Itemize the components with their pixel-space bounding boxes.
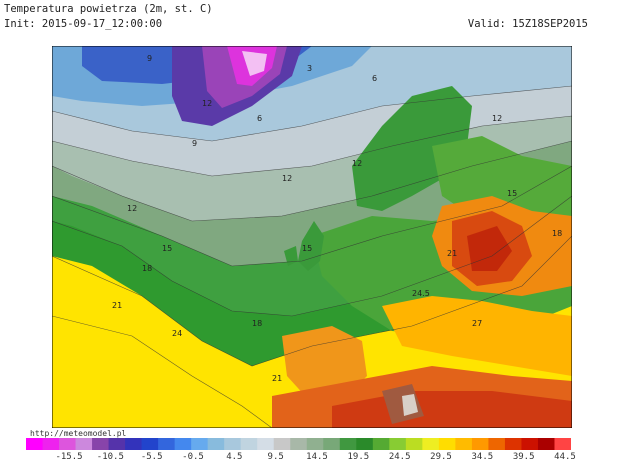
contour-label: 6 — [257, 114, 262, 123]
contour-label: 24 — [172, 329, 182, 338]
legend-swatch — [257, 438, 275, 450]
legend-swatch — [554, 438, 571, 450]
contour-label: 15 — [162, 244, 172, 253]
legend-swatch — [389, 438, 407, 450]
legend-swatch — [356, 438, 374, 450]
legend-swatch — [158, 438, 176, 450]
valid-time: Valid: 15Z18SEP2015 — [467, 18, 588, 30]
contour-label: 12 — [127, 204, 137, 213]
color-legend — [26, 438, 571, 450]
contour-label: 27 — [472, 319, 482, 328]
legend-swatch — [438, 438, 456, 450]
legend-swatch — [488, 438, 506, 450]
legend-tick-label: 14.5 — [306, 452, 328, 462]
legend-tick-label: 19.5 — [347, 452, 370, 462]
contour-label: 18 — [142, 264, 152, 273]
contour-label: 21 — [272, 374, 282, 383]
contour-label: 15 — [302, 244, 312, 253]
temperature-map: 3 6 9 12 12 15 18 21 24 15 18 21 9 12 6 12 12 15 18 21 24.5 2… — [52, 46, 572, 428]
legend-swatch — [405, 438, 423, 450]
legend-tick-label: 9.5 — [267, 452, 284, 462]
legend-swatch — [372, 438, 390, 450]
contour-label: 9 — [147, 54, 152, 63]
contour-label: 18 — [552, 229, 562, 238]
legend-swatch — [141, 438, 159, 450]
legend-tick-label: 29.5 — [430, 452, 452, 462]
legend-tick-label: 39.5 — [512, 452, 535, 462]
legend-tick-label: -10.5 — [96, 452, 124, 462]
legend-tick-label: 4.5 — [226, 452, 243, 462]
legend-swatch — [504, 438, 522, 450]
contour-label: 12 — [352, 159, 362, 168]
contour-label: 21 — [112, 301, 122, 310]
contour-label: 12 — [202, 99, 212, 108]
legend-swatch — [125, 438, 143, 450]
contour-label: 3 — [307, 64, 312, 73]
legend-tick-label: 44.5 — [554, 452, 576, 462]
legend-swatch — [273, 438, 291, 450]
contour-label: 18 — [252, 319, 262, 328]
contour-label: 9 — [192, 139, 197, 148]
contour-label: 12 — [282, 174, 292, 183]
legend-swatch — [26, 438, 44, 450]
contour-label: 24.5 — [412, 289, 430, 298]
legend-swatch — [537, 438, 555, 450]
legend-swatch — [108, 438, 126, 450]
map-title: Temperatura powietrza (2m, st. C) — [4, 3, 213, 15]
legend-swatch — [191, 438, 209, 450]
legend-swatch — [422, 438, 440, 450]
contour-label: 21 — [447, 249, 457, 258]
legend-tick-label: -0.5 — [182, 452, 204, 462]
legend-tick-label: -15.5 — [55, 452, 83, 462]
legend-swatch — [290, 438, 308, 450]
legend-swatch — [59, 438, 77, 450]
contour-label: 12 — [492, 114, 502, 123]
legend-swatch — [471, 438, 489, 450]
init-time: Init: 2015-09-17_12:00:00 — [4, 18, 163, 30]
legend-swatch — [521, 438, 539, 450]
legend-swatch — [75, 438, 93, 450]
source-url: http://meteomodel.pl — [30, 429, 127, 438]
legend-swatch — [306, 438, 324, 450]
legend-tick-label: 34.5 — [471, 452, 494, 462]
legend-swatch — [339, 438, 357, 450]
contour-label: 6 — [372, 74, 377, 83]
legend-swatch — [323, 438, 341, 450]
legend-swatch — [207, 438, 225, 450]
contour-label: 15 — [507, 189, 517, 198]
legend-swatch — [240, 438, 258, 450]
legend-swatch — [224, 438, 242, 450]
legend-tick-label: -5.5 — [140, 452, 163, 462]
legend-swatch — [455, 438, 473, 450]
legend-swatch — [174, 438, 192, 450]
legend-tick-label: 24.5 — [388, 452, 411, 462]
legend-swatch — [42, 438, 60, 450]
legend-swatch — [92, 438, 110, 450]
legend-labels: -15.5 -10.5 -5.5 -0.5 4.5 9.5 14.5 19.5 24.5 29.5… — [0, 452, 624, 466]
